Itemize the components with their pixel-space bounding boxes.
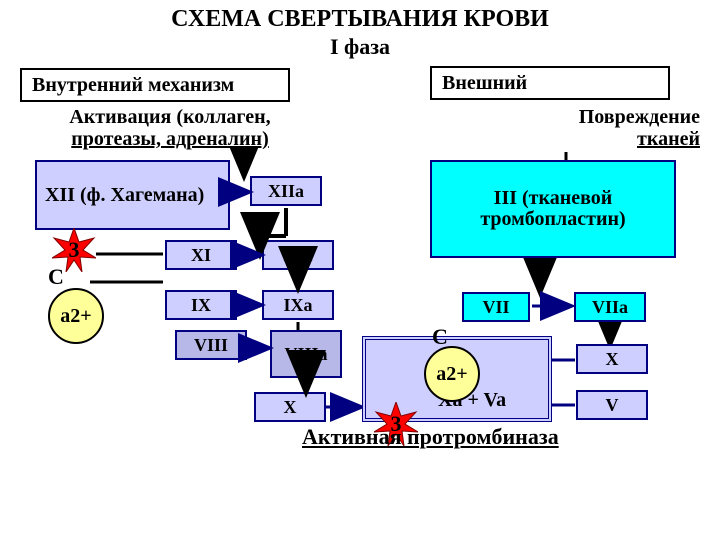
- factor-vii: VII: [462, 292, 530, 322]
- closing-label: Активная протромбиназа: [302, 424, 559, 450]
- factor-iii-box: III (тканевой тромбопластин): [430, 160, 676, 258]
- factor-x-right: X: [576, 344, 648, 374]
- connectors-svg: [0, 0, 720, 540]
- factor-viia: VIIа: [574, 292, 646, 322]
- factor-v-right: V: [576, 390, 648, 420]
- ca-circle-right: а2+: [424, 346, 480, 402]
